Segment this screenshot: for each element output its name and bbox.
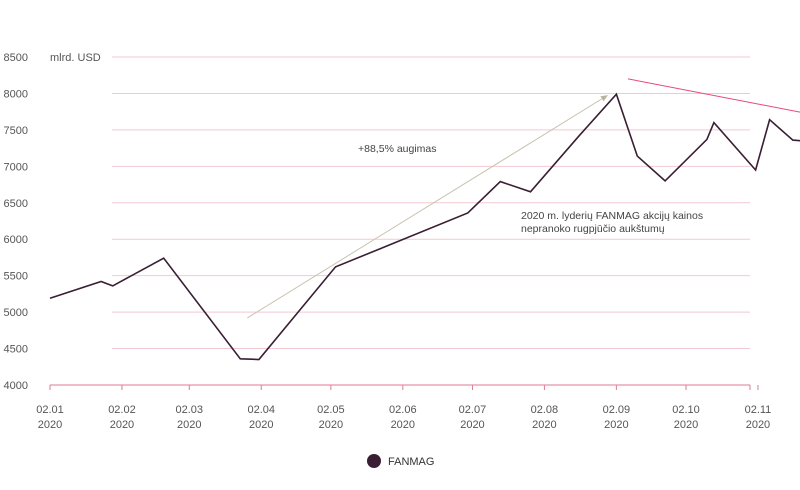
series-line-fanmag: [49, 92, 800, 361]
y-tick-label: 4000: [4, 380, 28, 392]
annotations: +88,5% augimas 2020 m. lyderių FANMAG akc…: [247, 78, 800, 319]
legend-swatch-fanmag: [367, 454, 381, 468]
x-tick-year: 2020: [460, 419, 484, 431]
x-tick-year: 2020: [249, 419, 273, 431]
note-annotation-line2: nepranoko rugpjūčio aukštumų: [521, 223, 665, 235]
y-tick-label: 5000: [4, 307, 28, 319]
x-tick-year: 2020: [110, 419, 134, 431]
y-tick-label: 6000: [4, 234, 28, 246]
decline-arrow: [627, 78, 800, 113]
y-tick-label: 8000: [4, 88, 28, 100]
x-tick-year: 2020: [746, 419, 770, 431]
y-tick-label: 4500: [4, 344, 28, 356]
x-tick-year: 2020: [604, 419, 628, 431]
x-tick-label: 02.02: [108, 404, 136, 416]
y-tick-label: 5500: [4, 271, 28, 283]
x-tick-label: 02.05: [317, 404, 345, 416]
grid-layer: [49, 56, 759, 390]
y-axis-label: mlrd. USD: [50, 52, 101, 64]
y-tick-label: 8500: [4, 52, 28, 64]
x-tick-year: 2020: [38, 419, 62, 431]
x-tick-year: 2020: [532, 419, 556, 431]
x-tick-labels: 02.01 2020 02.02 2020 02.03 2020 02.04 2020 02.0…: [36, 404, 771, 431]
growth-annotation: +88,5% augimas: [358, 143, 437, 155]
x-tick-year: 2020: [177, 419, 201, 431]
x-tick-label: 02.07: [459, 404, 487, 416]
x-tick-label: 02.03: [176, 404, 204, 416]
y-tick-labels: 4000 4500 5000 5500 6000 6500 7000 7500 8000 8500: [4, 52, 28, 392]
x-tick-label: 02.08: [531, 404, 559, 416]
series-layer: [49, 92, 800, 361]
x-tick-year: 2020: [674, 419, 698, 431]
x-tick-year: 2020: [391, 419, 415, 431]
note-annotation-line1: 2020 m. lyderių FANMAG akcijų kainos: [521, 210, 703, 222]
x-tick-label: 02.10: [672, 404, 700, 416]
x-tick-label: 02.04: [247, 404, 275, 416]
x-tick-year: 2020: [319, 419, 343, 431]
legend[interactable]: FANMAG: [367, 454, 434, 468]
growth-arrow: [247, 95, 608, 319]
legend-label-fanmag: FANMAG: [388, 456, 434, 468]
y-tick-label: 7000: [4, 161, 28, 173]
x-tick-label: 02.09: [603, 404, 631, 416]
x-tick-label: 02.01: [36, 404, 64, 416]
x-tick-label: 02.11: [745, 404, 772, 416]
x-tick-label: 02.06: [389, 404, 417, 416]
y-tick-label: 7500: [4, 125, 28, 137]
y-tick-label: 6500: [4, 198, 28, 210]
